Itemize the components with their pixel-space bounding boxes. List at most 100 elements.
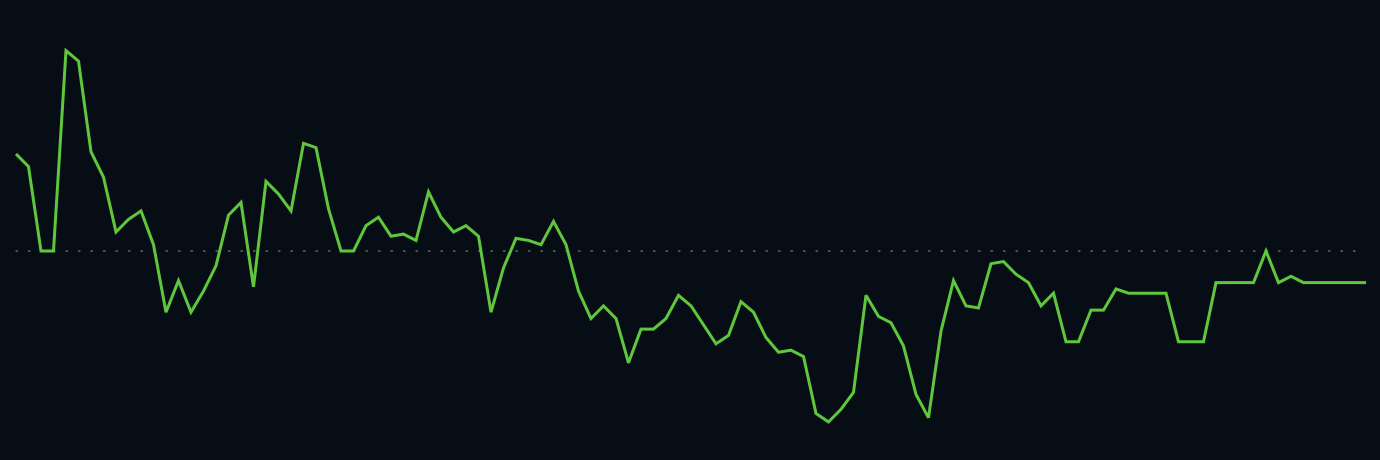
data-point [640, 328, 643, 331]
data-point [440, 216, 443, 219]
data-point [1315, 281, 1318, 284]
data-point [1277, 281, 1280, 284]
data-point [52, 250, 55, 253]
data-point [1177, 340, 1180, 343]
data-point [190, 311, 193, 314]
data-point [177, 279, 180, 282]
data-point [1215, 281, 1218, 284]
data-point [252, 285, 255, 288]
data-point [77, 60, 80, 63]
data-point [1302, 281, 1305, 284]
data-point [915, 393, 918, 396]
data-point [615, 317, 618, 320]
data-point [890, 321, 893, 324]
data-point [240, 201, 243, 204]
data-point [327, 207, 330, 210]
data-point [952, 279, 955, 282]
data-point [140, 209, 143, 212]
data-point [815, 412, 818, 415]
data-point [740, 300, 743, 303]
data-point [152, 243, 155, 246]
data-point [965, 304, 968, 307]
data-point [1065, 340, 1068, 343]
data-point [490, 311, 493, 314]
data-point [715, 342, 718, 345]
data-point [352, 250, 355, 253]
data-point [452, 231, 455, 234]
data-point [427, 190, 430, 193]
data-point [1227, 281, 1230, 284]
data-point [940, 330, 943, 333]
data-point [515, 237, 518, 240]
data-point [540, 243, 543, 246]
data-point [115, 231, 118, 234]
data-point [752, 311, 755, 314]
data-point [202, 290, 205, 293]
data-point [402, 233, 405, 236]
data-point [390, 235, 393, 238]
data-point [415, 239, 418, 242]
data-point [702, 323, 705, 326]
data-point [65, 49, 68, 52]
data-point [1090, 309, 1093, 312]
data-point [527, 239, 530, 242]
data-point [790, 349, 793, 352]
data-point [927, 416, 930, 419]
data-point [777, 351, 780, 354]
data-point [565, 243, 568, 246]
data-point [215, 264, 218, 267]
data-point [165, 311, 168, 314]
data-point [377, 216, 380, 219]
series-line [14, 47, 1366, 424]
data-point [690, 304, 693, 307]
data-point [465, 224, 468, 227]
data-point [1352, 281, 1355, 284]
data-point [1202, 340, 1205, 343]
data-point [1152, 292, 1155, 295]
data-point [852, 391, 855, 394]
data-point [290, 209, 293, 212]
data-point [1340, 281, 1343, 284]
data-point [577, 290, 580, 293]
data-point [590, 317, 593, 320]
data-point [652, 328, 655, 331]
data-point [602, 304, 605, 307]
data-point [1002, 260, 1005, 263]
data-point [902, 344, 905, 347]
data-point [27, 165, 30, 168]
data-point [102, 176, 105, 179]
data-point [1027, 281, 1030, 284]
data-point [1165, 292, 1168, 295]
data-point [990, 262, 993, 265]
data-point [1140, 292, 1143, 295]
data-point [265, 180, 268, 183]
data-point [502, 266, 505, 269]
data-point [127, 218, 130, 221]
data-point [1290, 275, 1293, 278]
data-point [1240, 281, 1243, 284]
data-point [15, 152, 18, 155]
data-point [977, 306, 980, 309]
data-point [477, 235, 480, 238]
data-point [827, 420, 830, 423]
data-point [877, 315, 880, 318]
data-point [727, 334, 730, 337]
data-point [865, 294, 868, 297]
data-point [627, 361, 630, 364]
data-point [340, 250, 343, 253]
data-point [1052, 292, 1055, 295]
data-point [1252, 281, 1255, 284]
data-point [802, 355, 805, 358]
data-point [1127, 292, 1130, 295]
data-point [1102, 309, 1105, 312]
data-point [40, 250, 43, 253]
data-point [1015, 273, 1018, 276]
data-point [315, 146, 318, 149]
data-point [277, 193, 280, 196]
data-point [1040, 304, 1043, 307]
data-point [552, 220, 555, 223]
data-point [840, 408, 843, 411]
